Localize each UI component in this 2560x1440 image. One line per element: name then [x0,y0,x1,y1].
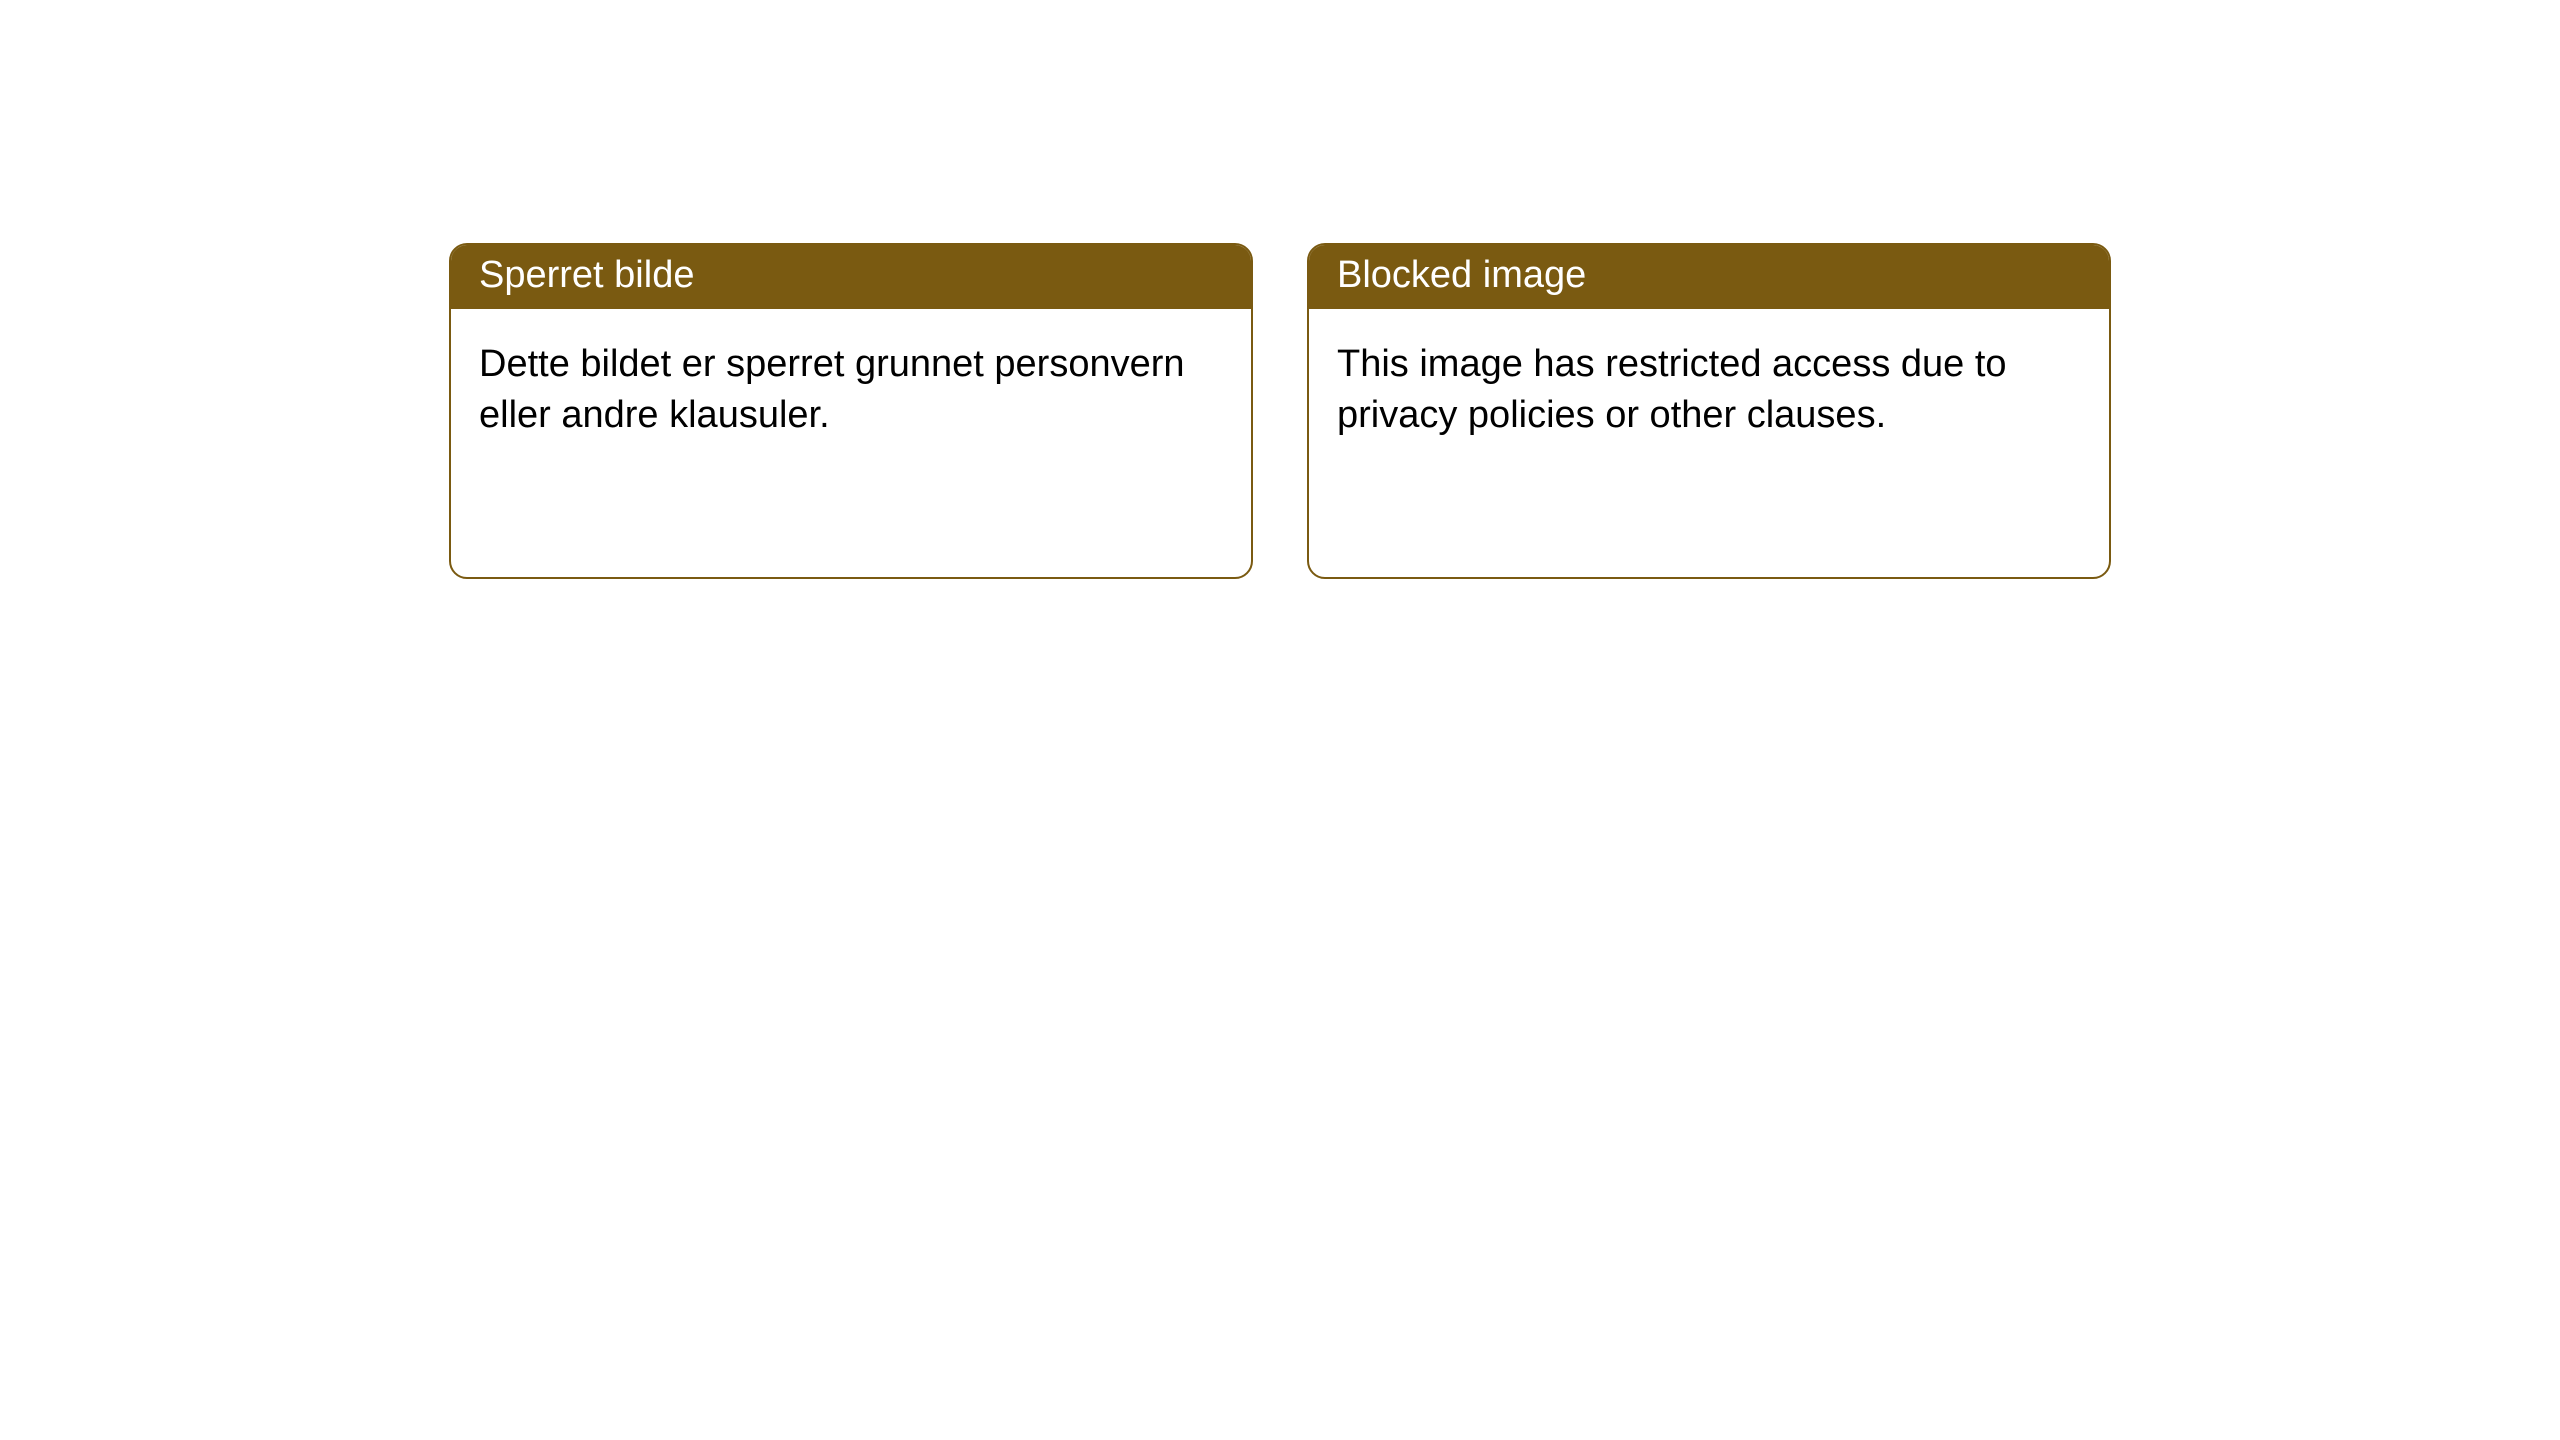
notice-card-norwegian: Sperret bilde Dette bildet er sperret gr… [449,243,1253,579]
notice-body-text: Dette bildet er sperret grunnet personve… [451,309,1251,472]
notice-title: Blocked image [1309,245,2109,309]
notice-container: Sperret bilde Dette bildet er sperret gr… [0,0,2560,579]
notice-title: Sperret bilde [451,245,1251,309]
notice-body-text: This image has restricted access due to … [1309,309,2109,472]
notice-card-english: Blocked image This image has restricted … [1307,243,2111,579]
